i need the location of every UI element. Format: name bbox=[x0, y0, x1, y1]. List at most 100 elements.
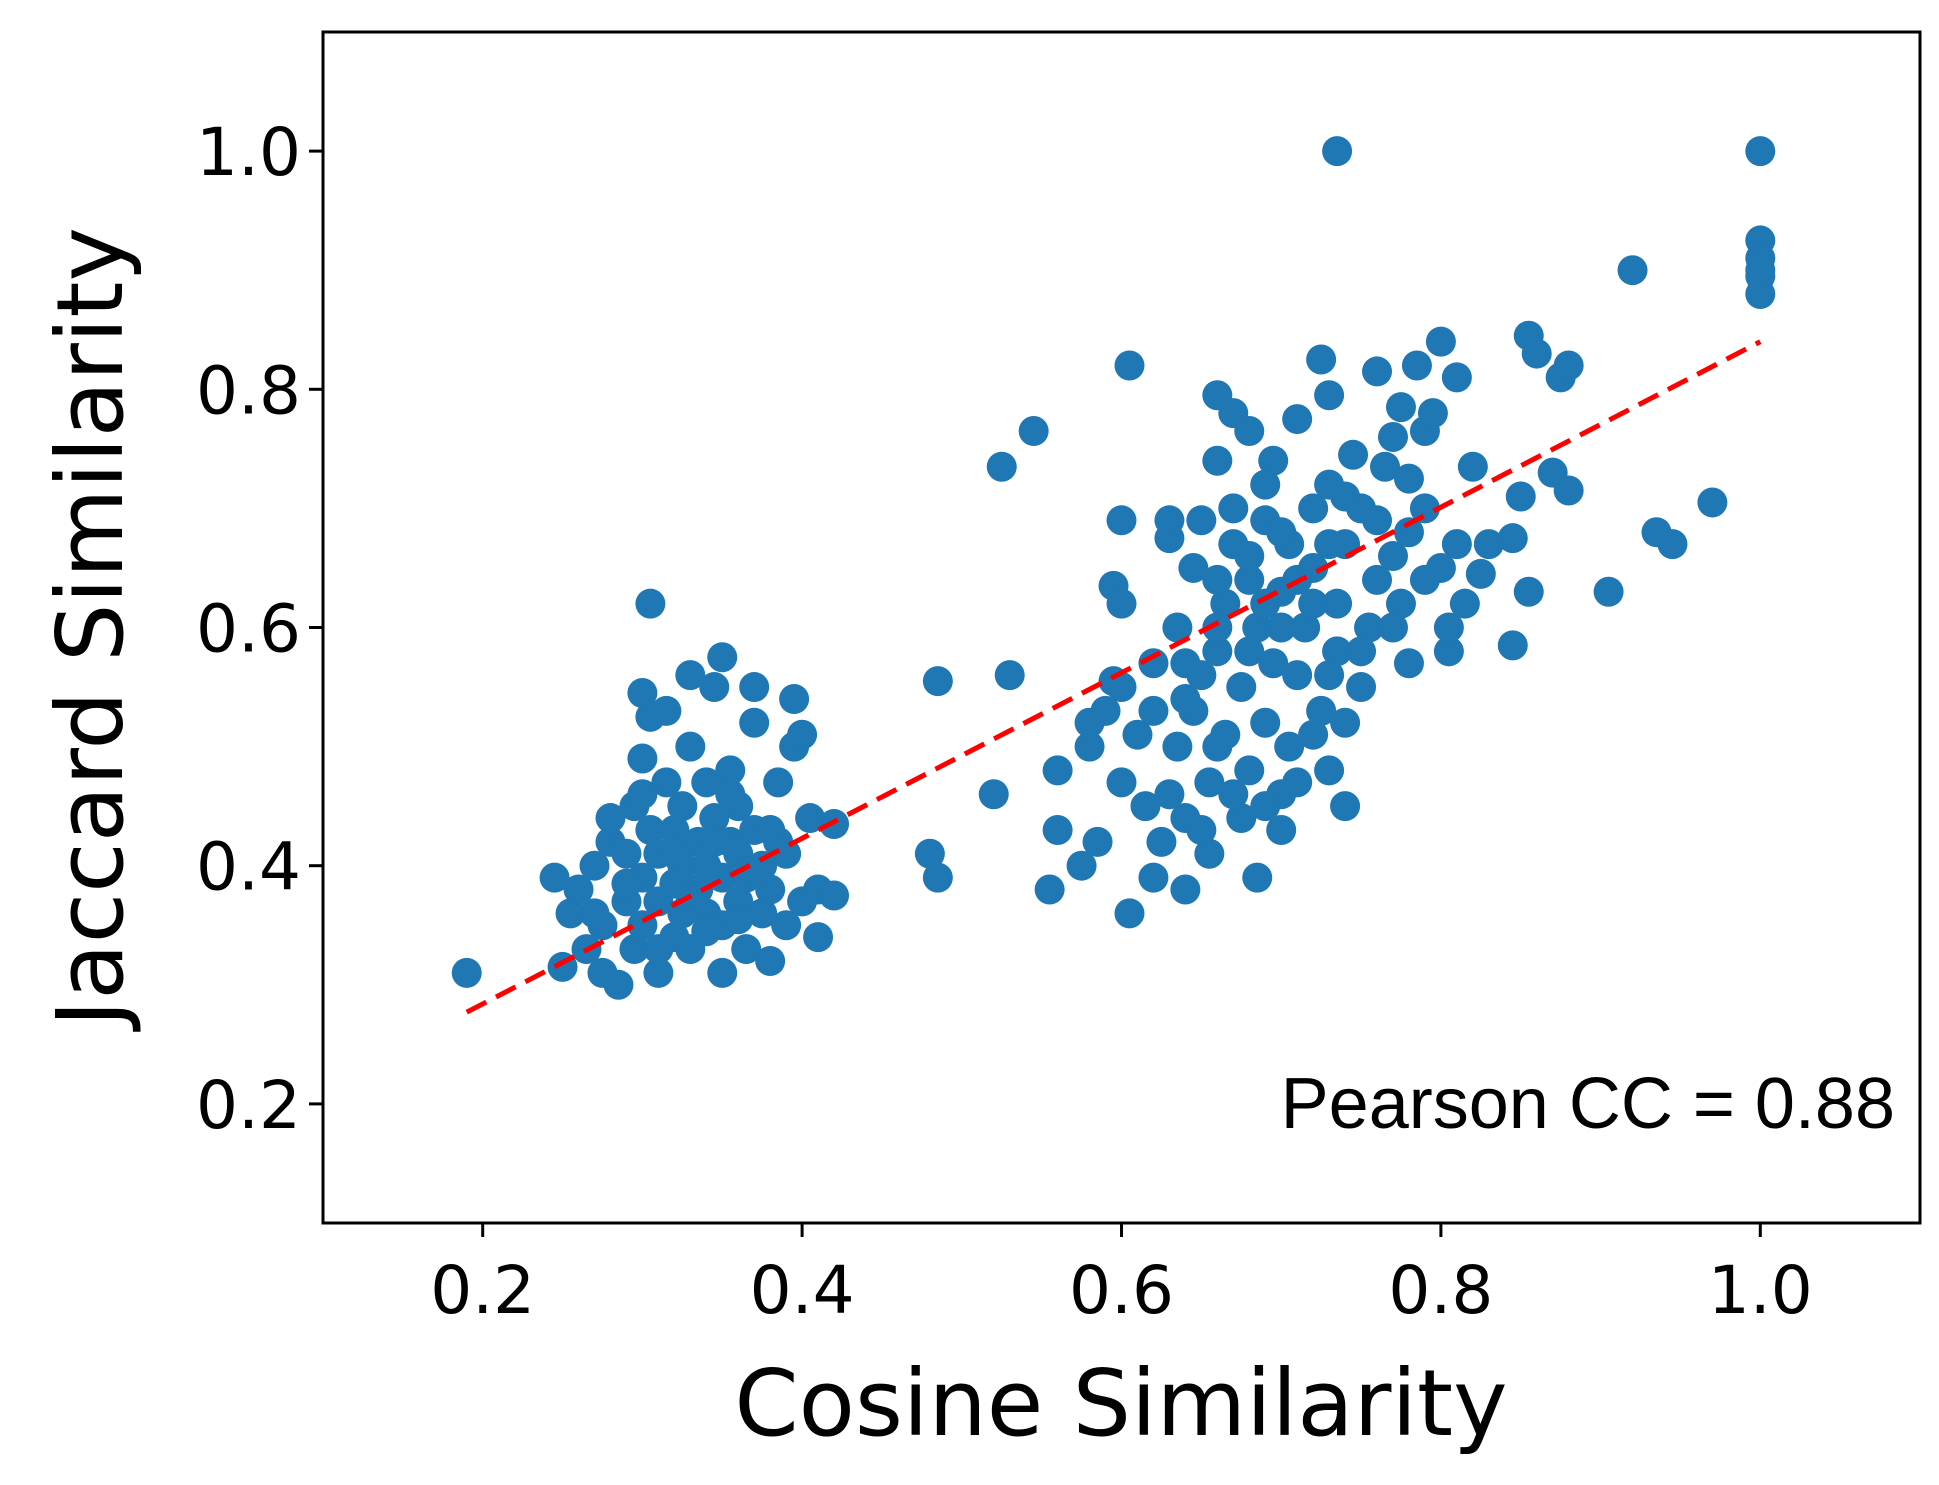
data-point bbox=[723, 904, 754, 935]
data-point bbox=[1393, 517, 1424, 548]
data-point bbox=[1186, 814, 1217, 845]
data-point bbox=[1258, 648, 1289, 679]
data-point bbox=[651, 695, 682, 726]
data-point bbox=[1282, 660, 1313, 691]
data-point bbox=[1409, 564, 1440, 595]
data-point bbox=[1385, 588, 1416, 619]
data-point bbox=[699, 672, 730, 703]
data-point bbox=[1202, 445, 1233, 476]
data-point bbox=[1745, 255, 1776, 286]
data-point bbox=[579, 898, 610, 929]
data-point bbox=[1114, 898, 1145, 929]
data-point bbox=[1106, 767, 1137, 798]
data-point bbox=[986, 451, 1017, 482]
data-point bbox=[1178, 552, 1209, 583]
data-point bbox=[1218, 779, 1249, 810]
data-point bbox=[1106, 588, 1137, 619]
data-point bbox=[1234, 755, 1265, 786]
data-point bbox=[1290, 612, 1321, 643]
data-point bbox=[1194, 838, 1225, 869]
data-point bbox=[1322, 588, 1353, 619]
data-point bbox=[763, 767, 794, 798]
data-point bbox=[1234, 636, 1265, 667]
data-point bbox=[1617, 255, 1648, 286]
data-point bbox=[1370, 451, 1401, 482]
data-point bbox=[1042, 755, 1073, 786]
data-point bbox=[1202, 731, 1233, 762]
data-point bbox=[803, 922, 834, 953]
data-point bbox=[675, 660, 706, 691]
trend-line bbox=[465, 339, 1762, 1015]
data-point bbox=[1346, 672, 1377, 703]
data-point bbox=[1250, 707, 1281, 738]
data-point bbox=[1745, 279, 1776, 310]
data-point bbox=[1298, 719, 1329, 750]
data-point bbox=[619, 934, 650, 965]
data-point bbox=[1553, 475, 1584, 506]
data-point bbox=[922, 666, 953, 697]
data-point bbox=[643, 957, 674, 988]
data-point bbox=[787, 719, 818, 750]
data-point bbox=[1170, 648, 1201, 679]
data-point bbox=[563, 874, 594, 905]
data-point bbox=[819, 880, 850, 911]
data-point bbox=[1441, 529, 1472, 560]
data-point bbox=[1282, 767, 1313, 798]
y-tick-label: 0.6 bbox=[196, 591, 301, 668]
data-point bbox=[1441, 362, 1472, 393]
data-point bbox=[1146, 826, 1177, 857]
data-point bbox=[1314, 755, 1345, 786]
annotation-pearson: Pearson CC = 0.88 bbox=[1281, 1064, 1895, 1144]
data-point bbox=[1234, 564, 1265, 595]
data-point bbox=[1266, 612, 1297, 643]
data-point bbox=[1242, 862, 1273, 893]
data-point bbox=[675, 731, 706, 762]
data-point bbox=[691, 916, 722, 947]
x-tick-label: 0.4 bbox=[750, 1252, 855, 1329]
x-tick-label: 1.0 bbox=[1708, 1252, 1813, 1329]
data-point bbox=[1401, 350, 1432, 381]
data-point bbox=[1242, 612, 1273, 643]
data-point bbox=[627, 743, 658, 774]
data-point bbox=[1082, 826, 1113, 857]
data-point bbox=[651, 767, 682, 798]
data-point bbox=[771, 910, 802, 941]
data-point bbox=[1314, 380, 1345, 411]
data-point bbox=[715, 755, 746, 786]
data-point bbox=[1066, 850, 1097, 881]
data-point bbox=[1513, 576, 1544, 607]
data-point bbox=[1521, 338, 1552, 369]
data-point bbox=[994, 660, 1025, 691]
data-point bbox=[1298, 493, 1329, 524]
data-point bbox=[1266, 814, 1297, 845]
data-point bbox=[795, 803, 826, 834]
data-point bbox=[1497, 630, 1528, 661]
data-point bbox=[595, 803, 626, 834]
x-axis-ticks: 0.2 0.4 0.6 0.8 1.0 bbox=[430, 1223, 1813, 1329]
data-point bbox=[1250, 791, 1281, 822]
data-point bbox=[1034, 874, 1065, 905]
data-point bbox=[1346, 636, 1377, 667]
data-point bbox=[1449, 588, 1480, 619]
data-point bbox=[611, 838, 642, 869]
y-tick-label: 0.4 bbox=[196, 829, 301, 906]
data-point bbox=[1170, 683, 1201, 714]
data-point bbox=[1433, 636, 1464, 667]
x-tick-label: 0.8 bbox=[1388, 1252, 1493, 1329]
data-point bbox=[922, 862, 953, 893]
data-point bbox=[1138, 862, 1169, 893]
data-point bbox=[1306, 344, 1337, 375]
data-point bbox=[1122, 719, 1153, 750]
data-point bbox=[1154, 779, 1185, 810]
data-point bbox=[659, 814, 690, 845]
data-point bbox=[699, 826, 730, 857]
data-point bbox=[1018, 415, 1049, 446]
data-point bbox=[1409, 493, 1440, 524]
data-point bbox=[739, 672, 770, 703]
data-point bbox=[1330, 707, 1361, 738]
data-point bbox=[1162, 731, 1193, 762]
data-point bbox=[1362, 505, 1393, 536]
data-point bbox=[1697, 487, 1728, 518]
data-point bbox=[739, 707, 770, 738]
data-point bbox=[627, 678, 658, 709]
